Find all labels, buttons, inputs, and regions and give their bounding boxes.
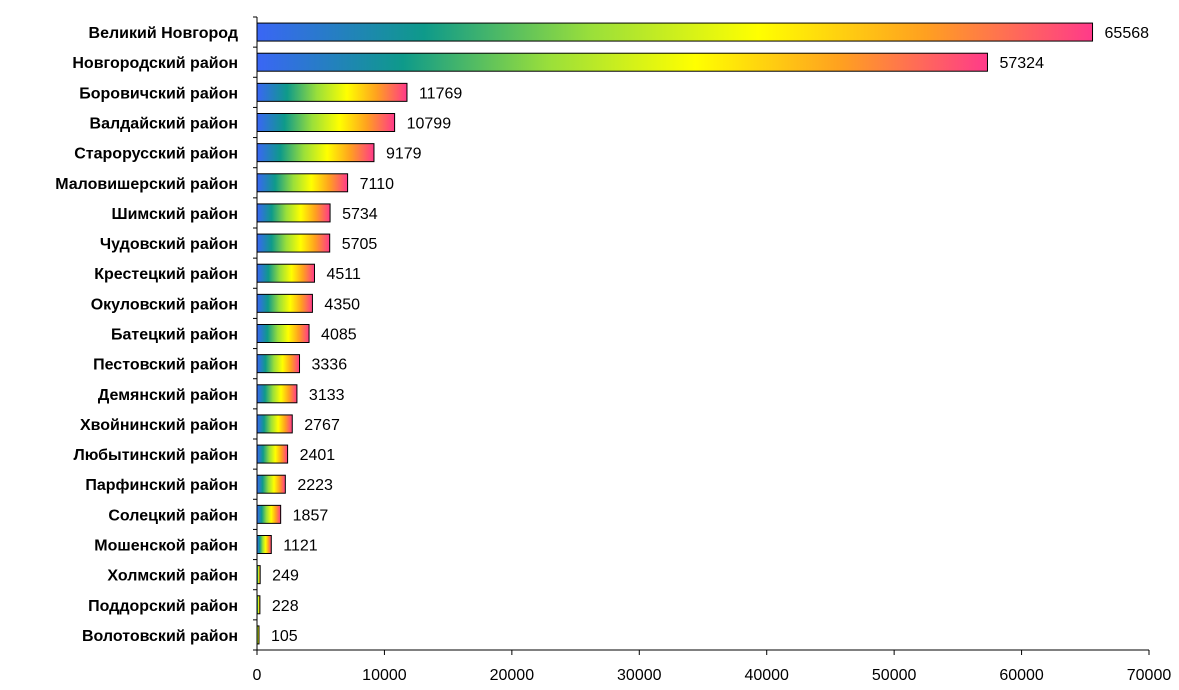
category-label: Чудовский район	[100, 236, 238, 253]
value-label: 1121	[283, 538, 318, 555]
value-label: 5705	[342, 236, 378, 253]
bar	[256, 263, 315, 283]
category-label: Солецкий район	[108, 507, 238, 524]
value-label: 2401	[300, 447, 336, 464]
value-labels: 65568 57324 11769 10799 9179 7110 5734 5705 4511…	[271, 25, 1149, 645]
value-label: 105	[271, 628, 298, 645]
bar	[256, 474, 286, 494]
category-label: Боровичский район	[79, 85, 238, 102]
bar	[256, 52, 988, 72]
value-label: 2223	[297, 477, 333, 494]
value-label: 228	[272, 598, 299, 615]
value-label: 3336	[312, 357, 348, 374]
category-label: Крестецкий район	[94, 266, 238, 283]
category-labels: Великий Новгород Новгородский район Борови…	[55, 25, 238, 645]
bar	[256, 233, 331, 253]
category-label: Волотовский район	[82, 628, 238, 645]
x-tick-label: 40000	[744, 667, 789, 684]
value-label: 3133	[309, 387, 345, 404]
value-label: 4511	[326, 266, 361, 283]
bar	[256, 143, 375, 163]
bar	[256, 173, 349, 193]
bar	[256, 504, 282, 524]
category-label: Парфинский район	[85, 477, 238, 494]
bar	[256, 414, 293, 434]
category-label: Любытинский район	[73, 447, 238, 464]
category-label: Пестовский район	[93, 357, 238, 374]
x-tick-label: 0	[253, 667, 262, 684]
bar	[256, 354, 301, 374]
category-label: Хвойнинский район	[80, 417, 238, 434]
category-label: Старорусский район	[74, 146, 238, 163]
category-label: Новгородский район	[72, 55, 238, 72]
value-label: 57324	[999, 55, 1044, 72]
category-label: Шимский район	[111, 206, 238, 223]
value-label: 7110	[360, 176, 395, 193]
category-label: Мошенской район	[94, 538, 238, 555]
bar	[256, 535, 272, 554]
x-tick-label: 10000	[362, 667, 407, 684]
value-label: 5734	[342, 206, 378, 223]
x-tick-label: 70000	[1127, 667, 1172, 684]
category-label: Окуловский район	[91, 296, 238, 313]
x-tick-label: 30000	[617, 667, 662, 684]
bar	[256, 22, 1094, 42]
bars-group	[256, 22, 1094, 645]
category-label: Батецкий район	[111, 327, 238, 344]
category-label: Холмский район	[107, 568, 238, 585]
category-label: Валдайский район	[90, 116, 238, 133]
category-label: Демянский район	[98, 387, 238, 404]
bar	[256, 384, 298, 404]
category-label: Поддорский район	[88, 598, 238, 615]
bar	[256, 293, 313, 313]
value-label: 9179	[386, 146, 422, 163]
bar	[256, 82, 408, 102]
value-label: 65568	[1105, 25, 1150, 42]
category-label: Великий Новгород	[89, 25, 238, 42]
axes: 0 10000 20000 30000 40000 50000 60000 70000	[253, 16, 1172, 684]
value-label: 10799	[407, 116, 452, 133]
value-label: 4350	[324, 296, 360, 313]
x-tick-label: 20000	[490, 667, 535, 684]
x-tick-label: 50000	[872, 667, 917, 684]
bar	[256, 324, 310, 343]
bar	[256, 113, 396, 132]
bar	[256, 203, 331, 223]
value-label: 1857	[293, 507, 329, 524]
bar	[256, 444, 289, 464]
value-label: 249	[272, 568, 299, 585]
value-label: 11769	[419, 85, 462, 102]
value-label: 2767	[304, 417, 340, 434]
x-tick-label: 60000	[999, 667, 1044, 684]
value-label: 4085	[321, 327, 357, 344]
category-label: Маловишерский район	[55, 176, 238, 193]
